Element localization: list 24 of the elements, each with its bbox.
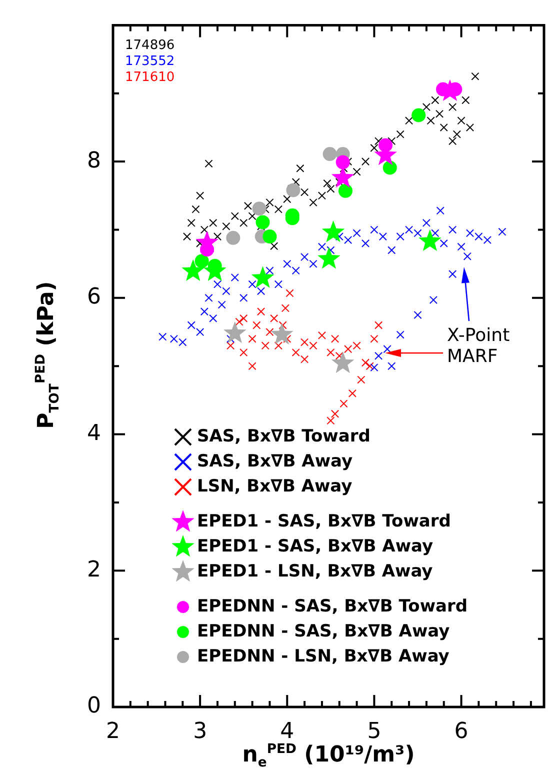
legend-label: EPEDNN - LSN, Bx∇B Away (197, 646, 450, 666)
legend-label: EPEDNN - SAS, Bx∇B Toward (197, 596, 468, 616)
legend-label: SAS, Bx∇B Toward (197, 426, 370, 446)
x-tick-label: 3 (193, 718, 208, 744)
y-tick-label: 8 (87, 148, 101, 174)
y-tick-label: 4 (87, 421, 101, 446)
x-tick-label: 5 (367, 718, 382, 744)
annotation: 174896 (125, 38, 175, 54)
legend-label: EPED1 - LSN, Bx∇B Away (197, 561, 433, 582)
y-tick-label: 6 (87, 284, 101, 310)
x-tick-label: 4 (280, 718, 294, 744)
annotation: 173552 (125, 54, 175, 70)
y-tick-label: 2 (87, 557, 101, 582)
legend-label: LSN, Bx∇B Away (197, 476, 352, 496)
annotation: X-Point MARF (447, 324, 510, 367)
y-tick-label: 0 (87, 694, 101, 719)
x-axis-title: n$_{e}$$^{PED}$ (10¹⁹/m³) (241, 742, 416, 771)
legend-label: SAS, Bx∇B Away (197, 451, 353, 472)
x-tick-label: 6 (454, 718, 468, 744)
legend-label: EPEDNN - SAS, Bx∇B Away (197, 621, 450, 642)
annotation: 171610 (125, 70, 175, 86)
legend-label: EPED1 - SAS, Bx∇B Away (197, 536, 434, 556)
x-tick-label: 2 (106, 718, 120, 744)
legend-label: EPED1 - SAS, Bx∇B Toward (197, 511, 451, 532)
